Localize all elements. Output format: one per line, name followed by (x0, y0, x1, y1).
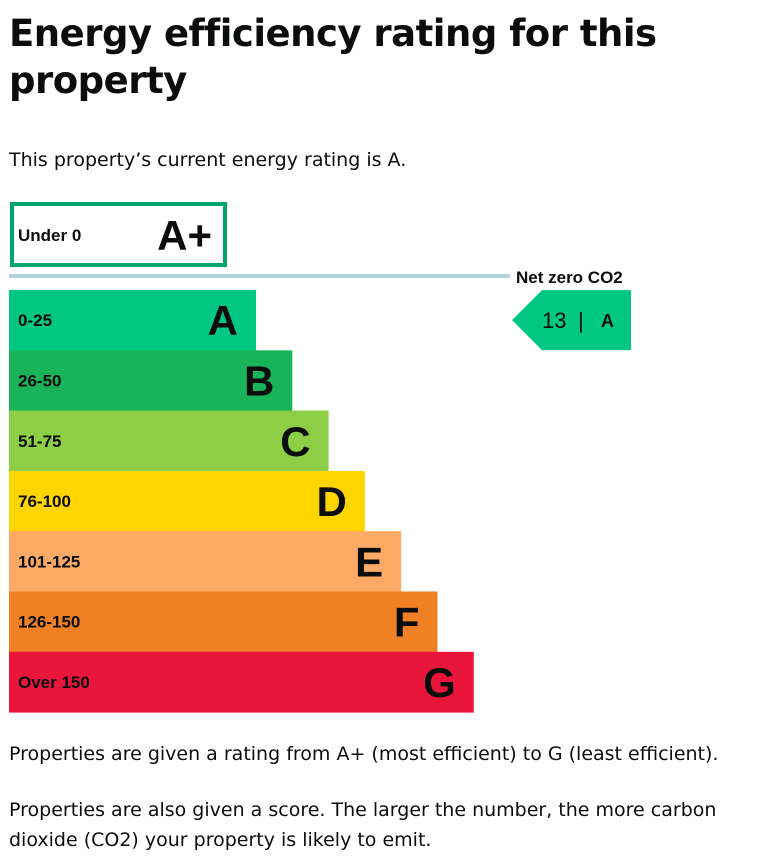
net-zero-label: Net zero CO2 (516, 268, 623, 287)
band-letter-e: E (355, 538, 383, 585)
band-letter-b: B (244, 357, 274, 404)
page-title: Energy efficiency rating for this proper… (9, 12, 657, 102)
band-letter-c: C (280, 418, 310, 465)
current-rating-separator: | (578, 308, 584, 333)
band-range-a-plus: Under 0 (18, 226, 81, 245)
band-range-d: 76-100 (18, 492, 71, 511)
band-range-a: 0-25 (18, 311, 52, 330)
band-letter-f: F (394, 599, 420, 646)
score-explanation-text: Properties are also given a score. The l… (9, 799, 717, 851)
current-rating-text: This property’s current energy rating is… (9, 149, 407, 171)
band-bar-c (9, 410, 329, 472)
band-bar-b (9, 350, 293, 412)
band-letter-d: D (317, 478, 347, 525)
band-range-e: 101-125 (18, 552, 80, 571)
band-range-c: 51-75 (18, 432, 61, 451)
band-bar-a (9, 290, 256, 351)
band-range-b: 26-50 (18, 371, 61, 390)
current-rating-score: 13 (542, 308, 566, 333)
band-bar-d (9, 470, 365, 532)
band-bar-f (9, 591, 438, 653)
energy-rating-chart: Under 0 A+ Net zero CO2 0-25 A 26-50 B 51-75 C 76… (9, 202, 631, 713)
band-letter-a-plus: A+ (157, 212, 212, 259)
band-letter-a: A (208, 297, 238, 344)
band-range-g: Over 150 (18, 673, 90, 692)
current-rating-letter: A (601, 311, 614, 331)
band-bar-e (9, 531, 402, 592)
band-bar-a-plus (10, 202, 227, 267)
band-letter-g: G (423, 659, 456, 706)
band-range-f: 126-150 (18, 613, 80, 632)
current-rating-indicator (512, 290, 631, 351)
band-bar-g (9, 651, 474, 713)
rating-explanation-text: Properties are given a rating from A+ (m… (9, 743, 719, 765)
